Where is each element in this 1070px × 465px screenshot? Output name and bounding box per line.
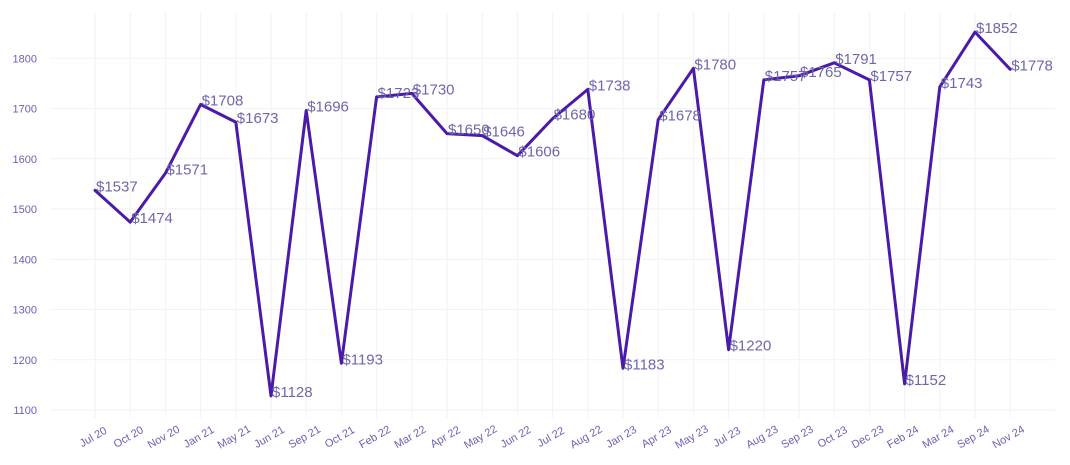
x-tick-label: Mar 24 — [920, 424, 956, 452]
data-label: $1765 — [800, 64, 842, 81]
x-tick-label: Apr 22 — [428, 424, 462, 451]
series-line — [93, 30, 1012, 398]
x-tick-label: Jul 23 — [711, 425, 742, 450]
data-label: $1646 — [483, 124, 525, 141]
data-label: $1778 — [1011, 57, 1053, 74]
x-tick-label: Feb 22 — [357, 424, 393, 452]
data-label: $1852 — [976, 20, 1018, 37]
x-tick-label: Jan 23 — [604, 424, 639, 451]
y-axis: 1100 1200 1300 1400 1500 1600 1700 1800 — [13, 53, 37, 417]
data-label: $1220 — [730, 338, 772, 355]
data-label: $1708 — [202, 92, 244, 109]
x-tick-label: Sep 23 — [779, 423, 815, 451]
y-tick-label: 1300 — [13, 305, 37, 317]
data-label: $1757 — [765, 68, 807, 85]
data-label: $1738 — [589, 77, 631, 94]
x-tick-label: Feb 24 — [885, 424, 921, 452]
data-label: $1183 — [624, 356, 665, 373]
y-tick-label: 1500 — [13, 204, 37, 216]
x-tick-label: Jun 21 — [252, 424, 287, 451]
data-label: $1780 — [694, 56, 736, 73]
data-label: $1650 — [448, 122, 490, 139]
x-tick-label: May 22 — [462, 423, 499, 451]
data-label: $1571 — [166, 161, 208, 178]
data-label: $1723 — [378, 85, 420, 102]
x-tick-label: Mar 22 — [392, 424, 428, 452]
data-labels: $1537 $1474 $1571 $1708$1673 $1128 $1696 $1193… — [96, 20, 1053, 401]
data-label: $1152 — [906, 372, 947, 389]
y-tick-label: 1700 — [13, 104, 37, 116]
y-tick-label: 1400 — [13, 254, 37, 266]
y-tick-label: 1200 — [13, 355, 37, 367]
x-tick-label: Oct 20 — [112, 424, 146, 451]
x-axis: Jul 20 Oct 20 Nov 20 Jan 21 May 21 Jun 21 Sep … — [78, 423, 1027, 451]
data-label: $1696 — [307, 99, 349, 116]
x-tick-label: Jun 22 — [499, 424, 534, 451]
data-label: $1680 — [554, 107, 596, 124]
data-label: $1606 — [518, 144, 560, 161]
x-tick-label: Sep 21 — [287, 423, 323, 451]
x-tick-label: Sep 24 — [955, 423, 991, 451]
x-tick-label: Jul 22 — [535, 425, 566, 450]
data-label: $1537 — [96, 178, 138, 195]
x-tick-label: Apr 23 — [640, 424, 674, 451]
data-label: $1673 — [237, 110, 279, 127]
x-tick-label: Dec 23 — [850, 423, 886, 451]
data-label: $1128 — [272, 384, 313, 401]
x-tick-label: Aug 22 — [568, 423, 604, 451]
x-tick-label: Jan 21 — [182, 424, 217, 451]
y-tick-label: 1100 — [13, 405, 37, 417]
data-label: $1791 — [835, 51, 877, 68]
data-label: $1730 — [413, 81, 455, 98]
data-label: $1678 — [659, 108, 701, 125]
x-tick-label: Nov 24 — [991, 423, 1027, 451]
x-tick-label: Jul 20 — [78, 425, 109, 450]
data-label: $1193 — [342, 351, 383, 368]
y-tick-label: 1600 — [13, 154, 37, 166]
x-tick-label: Aug 23 — [744, 423, 780, 451]
data-label: $1743 — [941, 75, 983, 92]
data-label: $1757 — [870, 68, 912, 85]
data-label: $1474 — [131, 210, 173, 227]
x-tick-label: May 21 — [216, 423, 253, 451]
x-tick-label: Nov 20 — [146, 423, 182, 451]
y-tick-label: 1800 — [13, 53, 37, 65]
x-tick-label: May 23 — [673, 423, 710, 451]
x-tick-label: Oct 23 — [816, 424, 850, 451]
x-tick-label: Oct 21 — [323, 424, 357, 451]
grid — [50, 12, 1055, 418]
